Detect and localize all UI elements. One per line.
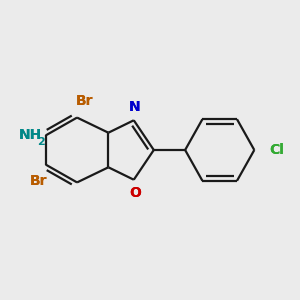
Text: O: O [129,186,141,200]
Text: Br: Br [76,94,93,108]
Text: Br: Br [29,174,47,188]
Text: O: O [129,186,141,200]
Text: NH: NH [19,128,42,142]
Text: Br: Br [29,174,47,188]
Text: N: N [129,100,141,114]
Text: Cl: Cl [269,143,284,157]
Text: N: N [129,100,141,114]
Text: NH: NH [19,128,42,142]
Text: Cl: Cl [269,143,284,157]
Text: 2: 2 [38,137,45,147]
Text: Br: Br [76,94,93,108]
